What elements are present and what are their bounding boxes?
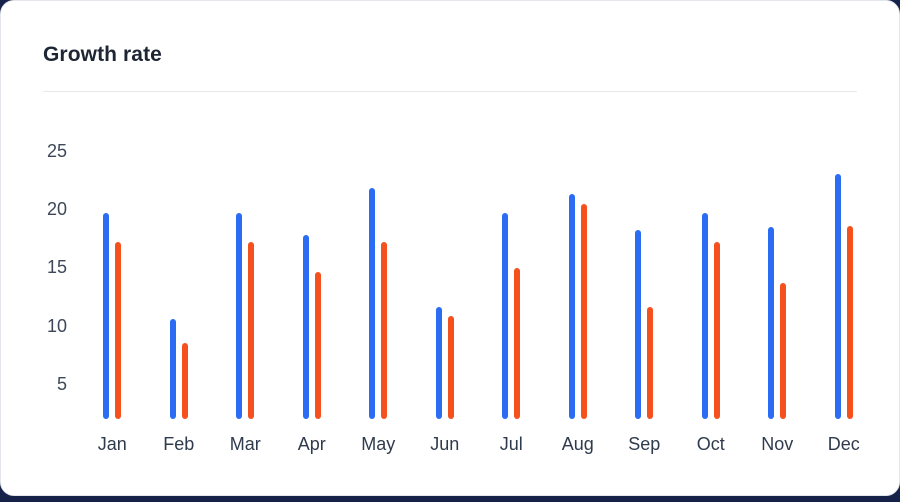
y-tick-label: 15 [46,257,67,278]
bar-series-1 [502,213,509,419]
x-tick-label: Nov [761,434,794,454]
chart-plot: Jan Feb Mar Apr May Jun Jul Aug Sep Oct Nov Dec [79,111,877,465]
bar-series-2 [713,242,720,419]
y-tick-label: 25 [46,140,67,161]
bar-pair [103,213,122,419]
bar-series-2 [115,242,122,419]
month-group: May [345,111,412,465]
bar-series-2 [780,283,787,419]
bar-pair [369,187,388,419]
bar-pair [302,235,321,419]
month-group: Aug [545,111,612,465]
bar-series-2 [647,306,654,419]
bar-series-2 [447,315,454,419]
y-tick-label: 5 [56,373,67,394]
month-group: Jul [478,111,545,465]
bar-series-1 [236,213,243,419]
month-group: Dec [811,111,878,465]
month-group: Oct [678,111,745,465]
x-tick-label: Jan [97,434,127,454]
bar-pair [834,173,853,419]
y-tick-label: 20 [46,199,67,219]
month-group: Jan [79,111,146,465]
bar-series-2 [580,204,587,419]
bar-series-1 [369,187,376,419]
bar-series-1 [768,227,775,419]
month-group: Nov [744,111,811,465]
bar-series-1 [568,193,575,419]
x-tick-label: Dec [827,434,860,454]
bar-pair [169,319,188,419]
bar-series-2 [314,271,321,419]
month-group: Apr [279,111,346,465]
bar-series-2 [846,226,853,419]
title-divider [43,91,857,92]
bar-pair [635,229,654,419]
y-axis: 5 10 15 20 25 [29,1,67,495]
month-group: Jun [412,111,479,465]
bar-series-1 [701,213,708,419]
x-tick-label: Oct [696,434,725,454]
x-tick-label: Apr [297,434,326,454]
chart-title: Growth rate [43,43,162,66]
x-tick-label: Sep [628,434,661,454]
bar-series-1 [302,235,309,419]
x-tick-label: May [361,434,396,454]
month-group: Feb [146,111,213,465]
bar-pair [568,193,587,419]
x-tick-label: Jun [430,434,460,454]
x-tick-label: Mar [229,434,261,454]
bar-series-1 [635,229,642,419]
bar-series-1 [435,306,442,419]
bar-series-2 [181,342,188,419]
bar-pair [502,213,521,419]
bar-series-2 [248,242,255,419]
x-tick-label: Aug [561,434,594,454]
bar-pair [768,227,787,419]
bar-pair [701,213,720,419]
month-group: Mar [212,111,279,465]
bar-series-2 [381,242,388,419]
bar-series-2 [514,268,521,419]
bar-series-1 [834,173,841,419]
bar-pair [435,306,454,419]
y-tick-label: 10 [46,315,67,336]
bar-series-1 [103,213,110,419]
bar-series-1 [169,319,176,419]
x-tick-label: Feb [163,434,195,454]
month-group: Sep [611,111,678,465]
x-tick-label: Jul [499,434,523,454]
bar-pair [236,213,255,419]
